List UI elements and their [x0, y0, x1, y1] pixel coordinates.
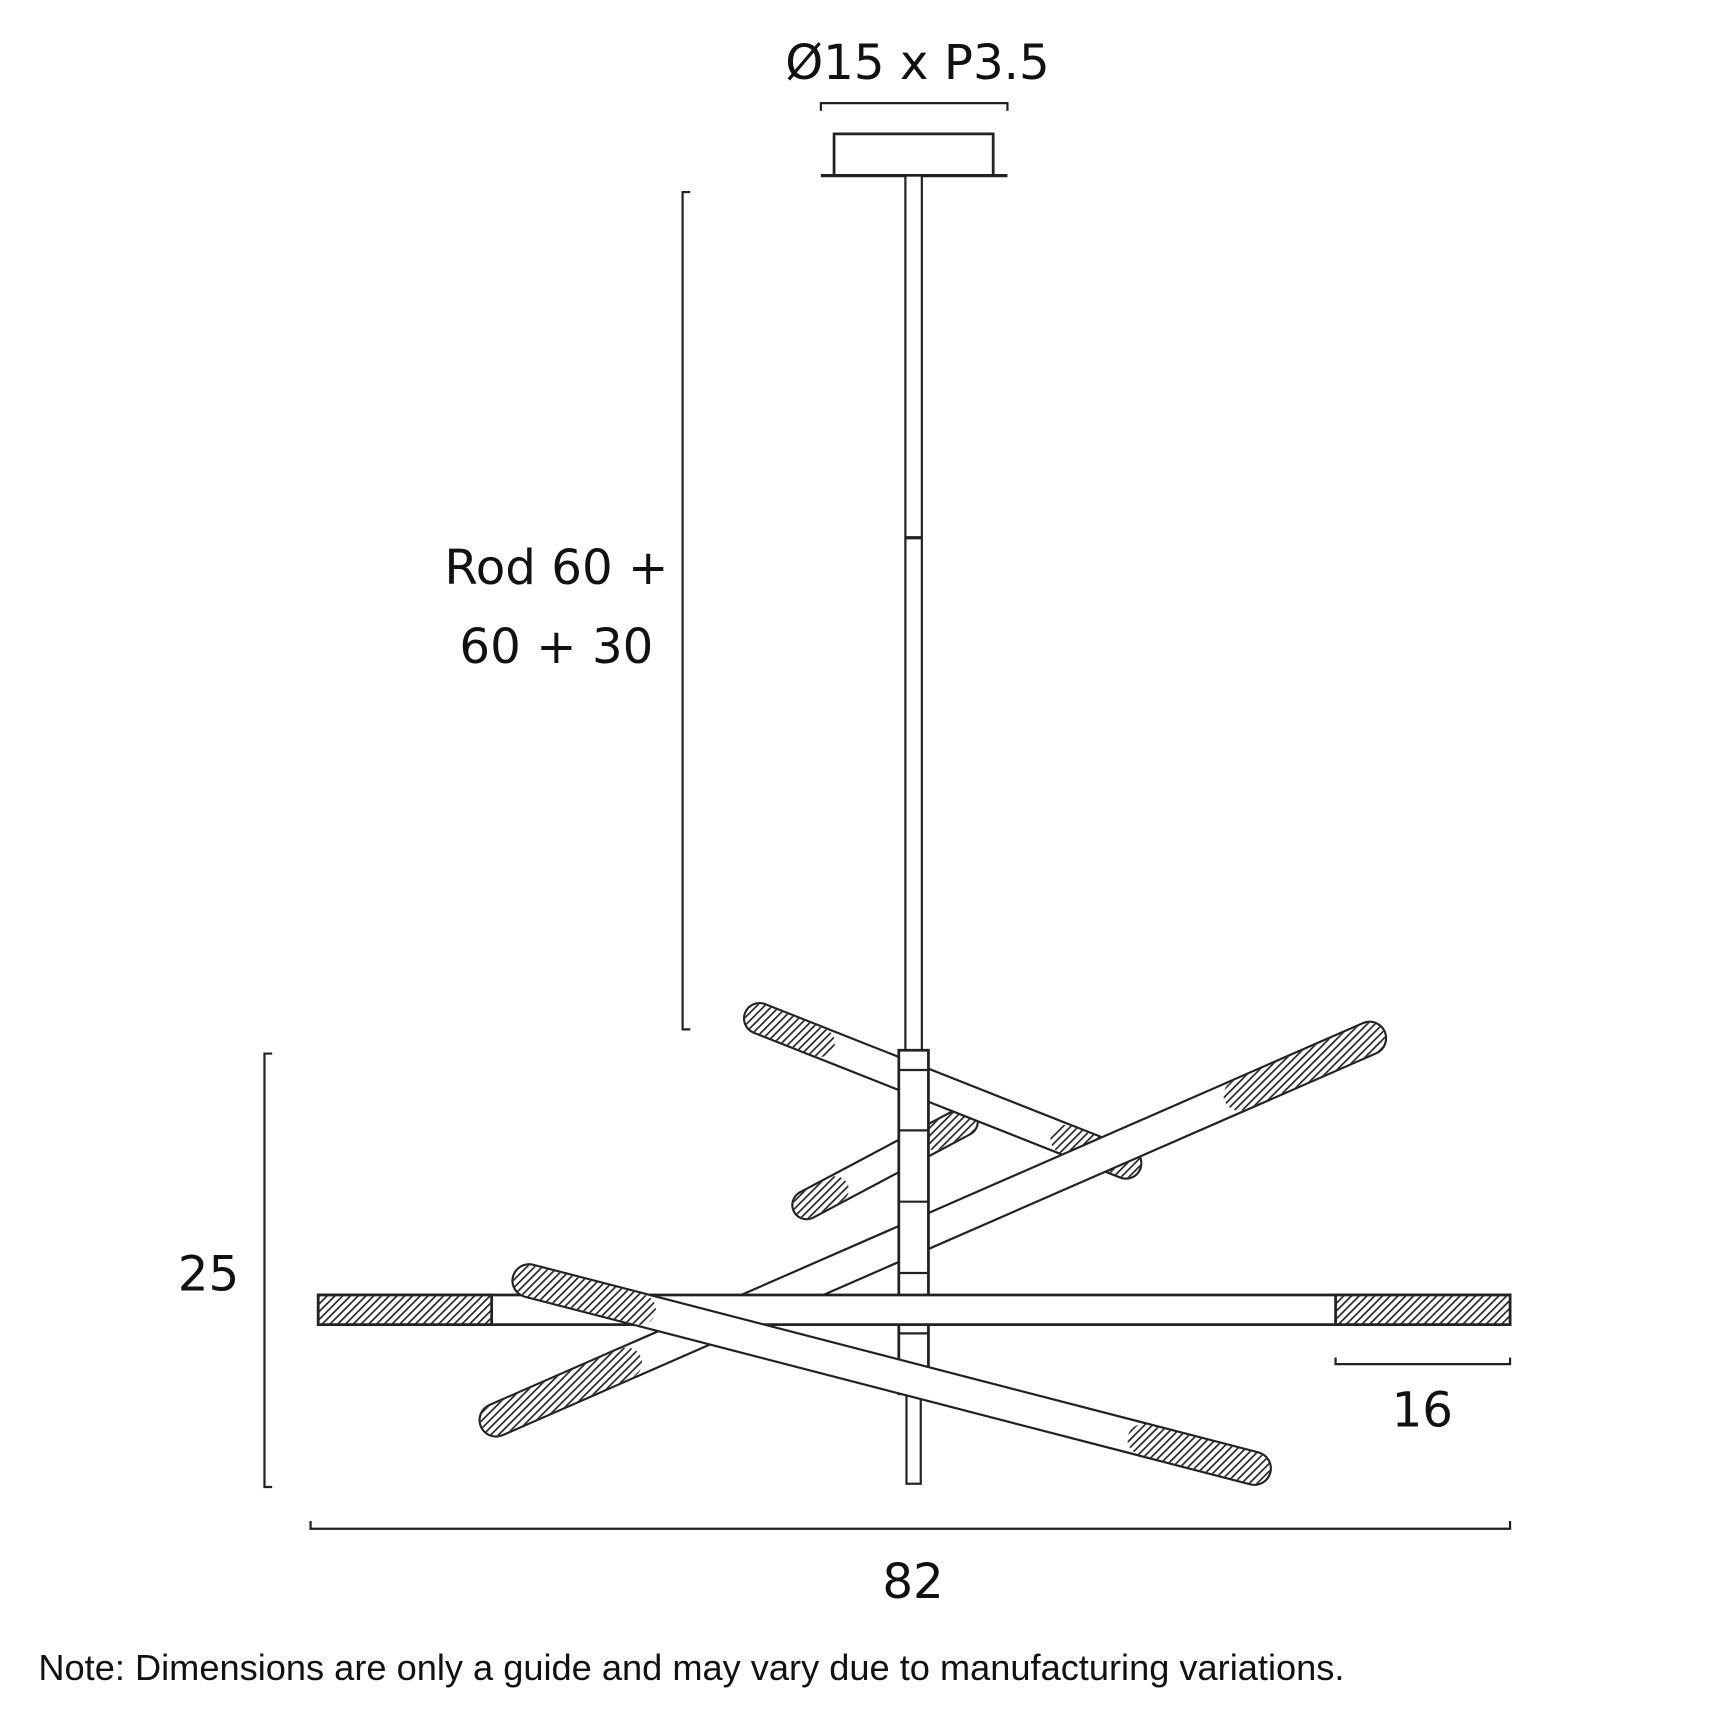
arm-body: [480, 1022, 1385, 1436]
fitting-label: Ø15 x P3.5: [785, 35, 1050, 91]
light-arms: [316, 1001, 1512, 1486]
arm-end: [480, 1347, 643, 1436]
note: Note: Dimensions are only a guide and ma…: [38, 1647, 1344, 1688]
arm-end: [745, 1004, 835, 1057]
arm-end: [1223, 1022, 1385, 1111]
bar: [316, 1293, 1512, 1326]
dim-line: [1334, 1357, 1512, 1366]
width-label: 82: [882, 1554, 943, 1610]
hub-rod: [905, 1392, 922, 1485]
hub: [897, 1048, 930, 1396]
rod: [904, 174, 923, 1055]
canopy: [832, 132, 995, 177]
light-length-label: 16: [1392, 1383, 1453, 1439]
arm-end: [793, 1176, 849, 1219]
arm-end: [921, 1108, 977, 1151]
bar-end: [316, 1293, 494, 1326]
dim-line: [263, 1052, 273, 1489]
arm-end: [513, 1265, 656, 1325]
height-label: 25: [178, 1247, 239, 1303]
dim-line: [819, 102, 1009, 111]
arm-end: [1127, 1424, 1270, 1484]
rod-label: Rod 60 +: [444, 540, 668, 596]
dim-line: [309, 1521, 1512, 1530]
rod-label: 60 + 30: [459, 619, 653, 675]
bar-end: [1334, 1293, 1512, 1326]
dim-line: [681, 190, 691, 1031]
